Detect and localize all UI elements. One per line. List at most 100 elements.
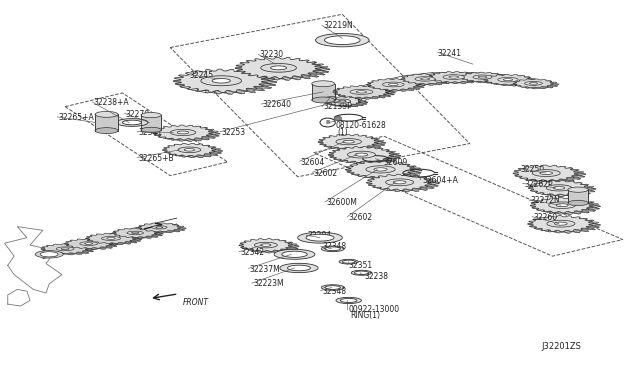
Polygon shape — [170, 129, 196, 135]
Polygon shape — [342, 260, 355, 263]
Polygon shape — [484, 74, 532, 85]
Polygon shape — [548, 202, 575, 208]
Polygon shape — [465, 73, 510, 83]
Text: 32139P: 32139P — [323, 102, 352, 111]
Text: 32238+A: 32238+A — [94, 99, 129, 108]
Polygon shape — [534, 217, 600, 233]
Circle shape — [334, 116, 342, 121]
Text: 32238: 32238 — [365, 272, 388, 281]
Polygon shape — [122, 120, 141, 125]
Text: 32348: 32348 — [322, 243, 346, 251]
Text: 32262P: 32262P — [524, 180, 552, 189]
Polygon shape — [152, 125, 214, 140]
Text: 32223M: 32223M — [253, 279, 284, 288]
Polygon shape — [312, 84, 335, 100]
Polygon shape — [152, 226, 167, 229]
Polygon shape — [201, 76, 242, 86]
Polygon shape — [334, 99, 351, 103]
Ellipse shape — [568, 201, 588, 206]
Polygon shape — [173, 69, 269, 92]
Polygon shape — [287, 265, 310, 271]
Polygon shape — [102, 237, 120, 240]
Polygon shape — [323, 96, 362, 106]
Polygon shape — [246, 240, 299, 253]
Text: 32604+A: 32604+A — [422, 176, 458, 185]
Polygon shape — [159, 126, 220, 141]
Text: 32253: 32253 — [221, 128, 245, 137]
Polygon shape — [260, 244, 271, 246]
Polygon shape — [282, 251, 307, 257]
Ellipse shape — [141, 127, 161, 132]
Text: 32204: 32204 — [307, 231, 332, 240]
Polygon shape — [321, 246, 344, 251]
Polygon shape — [394, 181, 406, 184]
Polygon shape — [212, 78, 230, 83]
Text: 32602: 32602 — [349, 213, 372, 222]
Polygon shape — [443, 75, 465, 80]
Polygon shape — [117, 229, 163, 239]
Text: 32609: 32609 — [384, 157, 408, 167]
Polygon shape — [84, 243, 93, 244]
Polygon shape — [325, 286, 340, 289]
Polygon shape — [568, 190, 588, 203]
Polygon shape — [401, 74, 449, 84]
Polygon shape — [169, 145, 223, 158]
Polygon shape — [346, 161, 415, 178]
Text: 32600M: 32600M — [326, 198, 357, 207]
Polygon shape — [178, 147, 201, 153]
Polygon shape — [355, 153, 368, 156]
Polygon shape — [540, 171, 552, 174]
Text: 32602: 32602 — [314, 169, 338, 177]
Polygon shape — [41, 244, 90, 254]
Text: 32342: 32342 — [241, 248, 264, 257]
Polygon shape — [127, 231, 143, 235]
Polygon shape — [274, 249, 315, 259]
Polygon shape — [478, 76, 487, 78]
Text: FRONT: FRONT — [183, 298, 209, 307]
Polygon shape — [420, 78, 429, 80]
Ellipse shape — [40, 252, 58, 257]
Polygon shape — [271, 66, 287, 70]
Polygon shape — [56, 247, 74, 251]
Polygon shape — [504, 78, 513, 81]
Text: 32272N: 32272N — [531, 196, 560, 205]
Polygon shape — [306, 234, 334, 241]
Text: 32230: 32230 — [259, 51, 284, 60]
Polygon shape — [338, 87, 395, 99]
Polygon shape — [141, 115, 161, 130]
Polygon shape — [340, 298, 357, 302]
Polygon shape — [86, 233, 136, 244]
Polygon shape — [406, 75, 454, 85]
Text: 32219N: 32219N — [323, 21, 353, 30]
Polygon shape — [355, 271, 369, 275]
Ellipse shape — [312, 97, 335, 103]
Polygon shape — [352, 162, 422, 179]
Polygon shape — [325, 247, 340, 251]
Ellipse shape — [312, 81, 335, 87]
Polygon shape — [138, 223, 181, 232]
Polygon shape — [177, 131, 189, 134]
Text: 00922-13000: 00922-13000 — [349, 305, 400, 314]
Ellipse shape — [35, 251, 63, 258]
Polygon shape — [535, 182, 596, 197]
Text: 32265+A: 32265+A — [59, 113, 95, 122]
Polygon shape — [553, 186, 564, 189]
Polygon shape — [335, 148, 401, 164]
Polygon shape — [181, 71, 276, 94]
Polygon shape — [343, 140, 355, 143]
Polygon shape — [415, 77, 435, 81]
Polygon shape — [328, 147, 394, 163]
Polygon shape — [156, 227, 163, 228]
Polygon shape — [366, 166, 395, 173]
Polygon shape — [336, 297, 362, 304]
Polygon shape — [373, 176, 439, 192]
Polygon shape — [46, 245, 95, 255]
Polygon shape — [367, 174, 433, 190]
Polygon shape — [91, 234, 141, 245]
Polygon shape — [433, 73, 484, 84]
Polygon shape — [537, 199, 600, 214]
Polygon shape — [61, 248, 69, 250]
Polygon shape — [254, 242, 277, 248]
Polygon shape — [65, 238, 113, 248]
Polygon shape — [473, 75, 492, 79]
